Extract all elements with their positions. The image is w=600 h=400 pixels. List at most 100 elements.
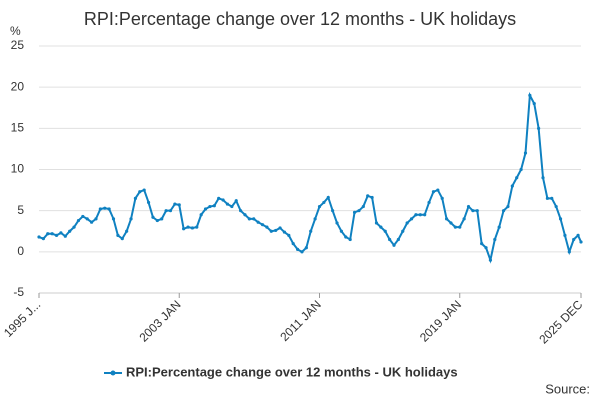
data-point bbox=[103, 206, 107, 210]
data-point bbox=[239, 209, 243, 213]
x-tick-label: 2003 JAN bbox=[136, 297, 183, 344]
data-line bbox=[38, 91, 582, 264]
data-point bbox=[247, 217, 251, 221]
data-point bbox=[497, 225, 501, 229]
data-point bbox=[444, 217, 449, 221]
data-point bbox=[462, 217, 466, 221]
data-point bbox=[401, 229, 405, 233]
data-point bbox=[291, 242, 295, 246]
data-point bbox=[545, 196, 549, 200]
data-point bbox=[554, 204, 558, 209]
data-point bbox=[326, 195, 330, 200]
data-point bbox=[339, 229, 344, 233]
data-point bbox=[274, 228, 278, 233]
y-tick-label: 20 bbox=[11, 79, 25, 93]
data-point bbox=[89, 220, 94, 224]
data-point bbox=[85, 217, 89, 221]
data-point bbox=[76, 218, 81, 223]
data-point bbox=[138, 190, 142, 194]
data-point bbox=[304, 246, 308, 250]
data-point bbox=[208, 204, 212, 209]
data-point bbox=[129, 217, 133, 221]
data-point bbox=[190, 226, 194, 230]
data-point bbox=[282, 230, 287, 234]
data-point bbox=[409, 217, 414, 221]
data-point bbox=[155, 218, 159, 223]
y-tick-label: 10 bbox=[11, 162, 25, 176]
data-point bbox=[392, 243, 396, 247]
data-point bbox=[519, 167, 523, 172]
data-point bbox=[234, 199, 238, 203]
data-point bbox=[300, 250, 304, 254]
legend-label: RPI:Percentage change over 12 months - U… bbox=[126, 364, 458, 379]
data-point bbox=[576, 233, 580, 237]
data-point bbox=[344, 235, 348, 239]
data-point bbox=[120, 237, 124, 241]
data-point bbox=[317, 204, 322, 209]
data-point bbox=[313, 217, 317, 221]
data-point bbox=[388, 237, 392, 242]
data-point bbox=[352, 210, 357, 214]
data-point bbox=[396, 237, 400, 242]
data-point bbox=[493, 237, 497, 242]
data-point bbox=[72, 225, 76, 229]
data-point bbox=[203, 207, 208, 211]
data-point bbox=[537, 126, 541, 130]
data-point bbox=[195, 225, 199, 229]
data-point bbox=[151, 215, 155, 219]
data-point bbox=[260, 223, 265, 227]
data-point bbox=[510, 184, 514, 188]
data-point bbox=[453, 225, 457, 229]
data-point bbox=[41, 237, 45, 241]
data-point bbox=[59, 231, 63, 235]
data-point bbox=[287, 233, 291, 237]
data-point bbox=[125, 229, 129, 233]
data-point bbox=[111, 217, 116, 221]
data-point bbox=[506, 204, 510, 209]
data-point bbox=[142, 188, 146, 192]
data-point bbox=[256, 220, 260, 224]
data-point bbox=[423, 213, 427, 217]
data-point bbox=[361, 204, 365, 209]
data-point bbox=[379, 225, 383, 229]
data-point bbox=[418, 213, 422, 217]
data-point bbox=[471, 209, 475, 213]
data-point bbox=[252, 217, 256, 221]
data-point bbox=[212, 204, 216, 208]
data-point bbox=[217, 196, 221, 200]
data-point bbox=[331, 209, 335, 213]
data-point bbox=[449, 221, 453, 225]
data-point bbox=[269, 229, 273, 233]
data-point bbox=[431, 190, 436, 194]
data-point bbox=[484, 246, 488, 250]
data-point bbox=[515, 176, 519, 180]
data-point bbox=[116, 233, 120, 237]
data-point bbox=[107, 207, 111, 211]
data-point bbox=[146, 200, 151, 205]
data-point bbox=[322, 200, 326, 205]
data-point bbox=[46, 232, 50, 236]
data-point bbox=[523, 151, 528, 155]
data-point bbox=[186, 225, 190, 229]
y-tick-label: 0 bbox=[17, 244, 24, 258]
data-point bbox=[309, 229, 313, 233]
y-tick-label: 25 bbox=[11, 38, 25, 52]
data-point bbox=[173, 202, 177, 206]
data-point bbox=[466, 204, 471, 209]
data-point bbox=[488, 258, 493, 262]
x-tick-label: 2019 JAN bbox=[417, 297, 464, 344]
source: Source: bbox=[545, 381, 590, 396]
data-point bbox=[572, 237, 576, 242]
x-tick-label: 1995 J... bbox=[1, 297, 43, 339]
data-point bbox=[50, 232, 54, 236]
data-point bbox=[383, 229, 387, 233]
data-point bbox=[164, 209, 168, 213]
data-point bbox=[230, 204, 234, 209]
data-point bbox=[567, 250, 571, 254]
data-point bbox=[81, 214, 85, 219]
data-point bbox=[68, 229, 72, 233]
data-point bbox=[366, 194, 370, 198]
data-point bbox=[37, 235, 41, 239]
data-point bbox=[541, 176, 545, 180]
data-point bbox=[199, 213, 203, 217]
